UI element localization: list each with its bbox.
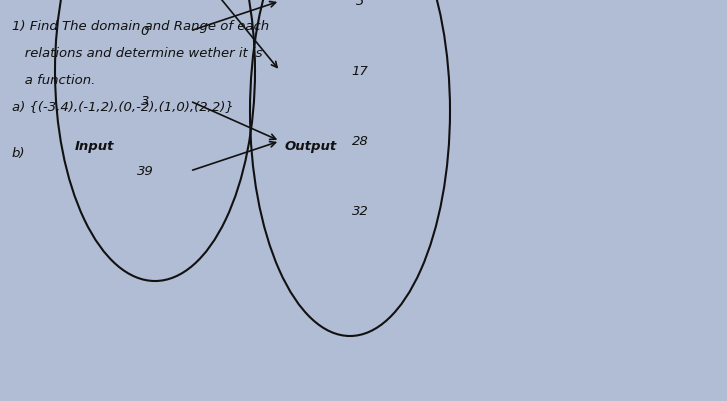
Text: Input: Input — [75, 140, 114, 153]
Text: 39: 39 — [137, 165, 153, 178]
Text: 32: 32 — [352, 205, 369, 218]
Text: 0: 0 — [141, 25, 149, 38]
Text: 28: 28 — [352, 135, 369, 148]
Text: a) {(-3,4),(-1,2),(0,-2),(1,0),(2,2)}: a) {(-3,4),(-1,2),(0,-2),(1,0),(2,2)} — [12, 100, 234, 113]
Text: 3: 3 — [356, 0, 364, 8]
Text: 3: 3 — [141, 95, 149, 108]
Text: b): b) — [12, 147, 25, 160]
Text: 1) Find The domain and Range of each: 1) Find The domain and Range of each — [12, 20, 269, 33]
Text: a function.: a function. — [12, 74, 95, 87]
Text: 17: 17 — [352, 65, 369, 78]
Text: Output: Output — [285, 140, 337, 153]
Text: relations and determine wether it is: relations and determine wether it is — [12, 47, 262, 60]
